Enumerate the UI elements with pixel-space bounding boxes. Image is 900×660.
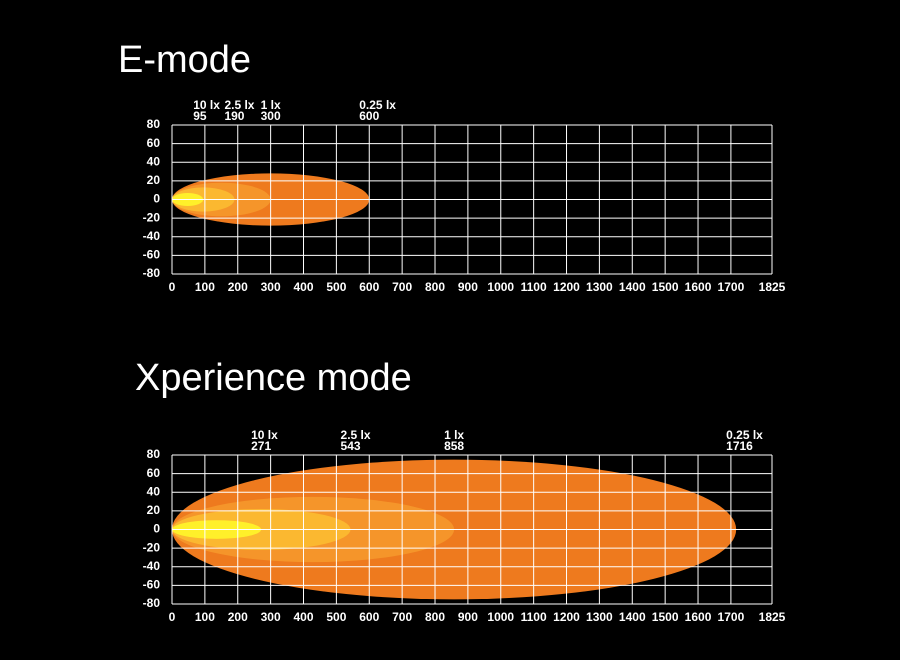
x-tick-label: 1600 [685,280,712,294]
x-tick-label: 1000 [487,280,514,294]
x-tick-label: 0 [169,610,176,624]
contour-reach: 543 [341,439,361,453]
y-tick-label: 80 [147,117,161,131]
y-tick-label: -40 [143,559,161,573]
chart-title: Xperience mode [135,357,412,399]
x-tick-label: 100 [195,280,215,294]
x-tick-label: 800 [425,610,445,624]
x-tick-label: 0 [169,280,176,294]
contour-name: 10 lx [193,98,220,112]
contour-reach: 95 [193,109,207,123]
x-tick-label: 1600 [685,610,712,624]
y-tick-label: -40 [143,229,161,243]
x-tick-label: 300 [261,610,281,624]
x-tick-label: 1700 [718,280,745,294]
y-tick-label: 0 [153,522,160,536]
x-tick-label: 500 [326,280,346,294]
x-tick-label: 200 [228,280,248,294]
contour-name: 0.25 lx [726,428,763,442]
x-tick-label: 700 [392,280,412,294]
y-tick-label: 40 [147,154,161,168]
y-tick-label: 0 [153,192,160,206]
contour-reach: 600 [359,109,379,123]
x-tick-label: 500 [326,610,346,624]
x-tick-label: 1100 [521,610,547,624]
y-tick-label: 60 [147,136,161,150]
x-tick-label: 1500 [652,610,679,624]
x-tick-label: 700 [392,610,412,624]
x-tick-label: 900 [458,610,478,624]
x-tick-label: 900 [458,280,478,294]
contour-reach: 1716 [726,439,753,453]
x-tick-label: 1400 [619,280,646,294]
x-tick-label: 100 [195,610,215,624]
contour-name: 2.5 lx [224,98,254,112]
x-tick-label: 1200 [553,280,580,294]
contour-name: 1 lx [444,428,464,442]
y-tick-label: 60 [147,466,161,480]
x-tick-label: 600 [359,610,379,624]
x-tick-label: 600 [359,280,379,294]
x-tick-label: 1300 [586,610,613,624]
chart-title: E-mode [118,39,251,81]
y-tick-label: -60 [143,578,161,592]
x-tick-label: 800 [425,280,445,294]
y-tick-label: 40 [147,484,161,498]
y-tick-label: -20 [143,540,161,554]
x-tick-label: 1100 [521,280,547,294]
y-tick-label: 80 [147,447,161,461]
contour-name: 0.25 lx [359,98,396,112]
contour-reach: 271 [251,439,271,453]
x-tick-label: 1700 [718,610,745,624]
y-tick-label: -60 [143,248,161,262]
contour-reach: 190 [224,109,244,123]
x-tick-label: 300 [261,280,281,294]
contour-reach: 300 [261,109,281,123]
contour-reach: 858 [444,439,464,453]
x-tick-label: 1300 [586,280,613,294]
y-tick-label: -80 [143,596,161,610]
x-tick-label: 1825 [759,610,786,624]
x-tick-label: 1400 [619,610,646,624]
x-tick-label: 400 [293,610,313,624]
x-tick-label: 1825 [759,280,786,294]
x-tick-label: 1500 [652,280,679,294]
y-tick-label: -20 [143,210,161,224]
y-tick-label: -80 [143,266,161,280]
x-tick-label: 400 [293,280,313,294]
contour-name: 10 lx [251,428,278,442]
y-tick-label: 20 [147,173,161,187]
x-tick-label: 200 [228,610,248,624]
x-tick-label: 1000 [487,610,514,624]
contour-name: 2.5 lx [341,428,371,442]
y-tick-label: 20 [147,503,161,517]
x-tick-label: 1200 [553,610,580,624]
contour-name: 1 lx [261,98,281,112]
